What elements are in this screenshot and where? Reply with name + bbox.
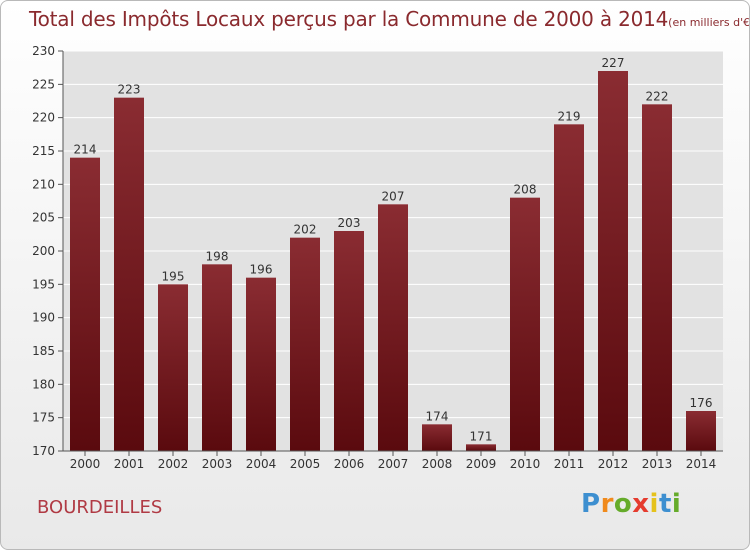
y-tick-label: 210 xyxy=(32,177,55,191)
value-label-2011: 219 xyxy=(558,109,581,123)
x-axis: 2000 2001 2002 2003 2004 2005 2006 2007 2008 2009… xyxy=(63,450,723,471)
bar-2011 xyxy=(554,124,584,451)
x-tick-label-2011: 2011 xyxy=(554,457,585,471)
x-tick-label-2014: 2014 xyxy=(686,457,717,471)
bar-2006 xyxy=(334,231,364,451)
x-tick-label-2005: 2005 xyxy=(290,457,321,471)
value-label-2012: 227 xyxy=(602,56,625,70)
unit-label: (en milliers d'€) xyxy=(668,16,750,29)
x-tick-label-2000: 2000 xyxy=(70,457,101,471)
title-text: Total des Impôts Locaux perçus par la Co… xyxy=(29,7,669,31)
bar-2013 xyxy=(642,104,672,451)
y-tick-label: 195 xyxy=(32,277,55,291)
value-label-2010: 208 xyxy=(514,183,537,197)
logo-letter: t xyxy=(658,489,672,519)
value-label-2013: 222 xyxy=(646,89,669,103)
value-label-2009: 171 xyxy=(470,429,493,443)
logo-letter: x xyxy=(632,489,650,519)
value-label-2000: 214 xyxy=(74,143,97,157)
bar-2012 xyxy=(598,71,628,451)
y-tick-label: 190 xyxy=(32,311,55,325)
x-tick-label-2012: 2012 xyxy=(598,457,629,471)
x-tick-label-2009: 2009 xyxy=(466,457,497,471)
logo-letter: r xyxy=(600,489,614,519)
bar-2001 xyxy=(114,97,144,452)
bar-2008 xyxy=(422,424,452,451)
value-label-2003: 198 xyxy=(206,249,229,263)
y-tick-label: 185 xyxy=(32,344,55,358)
bar-2004 xyxy=(246,277,276,451)
logo-letter: i xyxy=(649,489,659,519)
y-tick-label: 225 xyxy=(32,77,55,91)
x-tick-label-2002: 2002 xyxy=(158,457,189,471)
y-tick-label: 230 xyxy=(32,44,55,58)
value-label-2002: 195 xyxy=(162,269,185,283)
bar-2005 xyxy=(290,237,320,451)
value-label-2004: 196 xyxy=(250,263,273,277)
proxiti-logo: Proxiti xyxy=(581,489,681,519)
y-tick-label: 180 xyxy=(32,377,55,391)
y-tick-label: 220 xyxy=(32,111,55,125)
logo-letter: o xyxy=(613,489,633,519)
bar-2010 xyxy=(510,197,540,451)
logo-letter: i xyxy=(671,489,682,519)
chart-title: Total des Impôts Locaux perçus par la Co… xyxy=(29,7,750,31)
x-tick-label-2008: 2008 xyxy=(422,457,453,471)
value-label-2014: 176 xyxy=(690,396,713,410)
value-label-2005: 202 xyxy=(294,223,317,237)
x-tick-label-2003: 2003 xyxy=(202,457,233,471)
bar-2009 xyxy=(466,444,496,451)
x-tick-label-2006: 2006 xyxy=(334,457,365,471)
value-label-2008: 174 xyxy=(426,409,449,423)
bar-2003 xyxy=(202,264,232,451)
y-axis: 170 175 180 185 190 195 200 205 210 215 220 225 230 xyxy=(32,44,64,458)
x-tick-label-2007: 2007 xyxy=(378,457,409,471)
value-label-2006: 203 xyxy=(338,216,361,230)
y-tick-label: 170 xyxy=(32,444,55,458)
y-tick-label: 175 xyxy=(32,411,55,425)
bars xyxy=(70,71,716,452)
commune-name: BOURDEILLES xyxy=(37,497,163,518)
bar-2000 xyxy=(70,157,100,451)
logo-letter: P xyxy=(581,489,601,519)
bar-2007 xyxy=(378,204,408,451)
y-tick-label: 200 xyxy=(32,244,55,258)
value-label-2007: 207 xyxy=(382,189,405,203)
x-tick-label-2010: 2010 xyxy=(510,457,541,471)
y-tick-label: 215 xyxy=(32,144,55,158)
x-tick-label-2001: 2001 xyxy=(114,457,145,471)
value-labels: 214 223 195 198 196 202 203 207 174 171 208 219 227 2… xyxy=(74,56,713,443)
bar-2014 xyxy=(686,411,716,451)
x-tick-label-2013: 2013 xyxy=(642,457,673,471)
x-tick-label-2004: 2004 xyxy=(246,457,277,471)
y-tick-label: 205 xyxy=(32,211,55,225)
value-label-2001: 223 xyxy=(118,83,141,97)
bar-2002 xyxy=(158,284,188,451)
